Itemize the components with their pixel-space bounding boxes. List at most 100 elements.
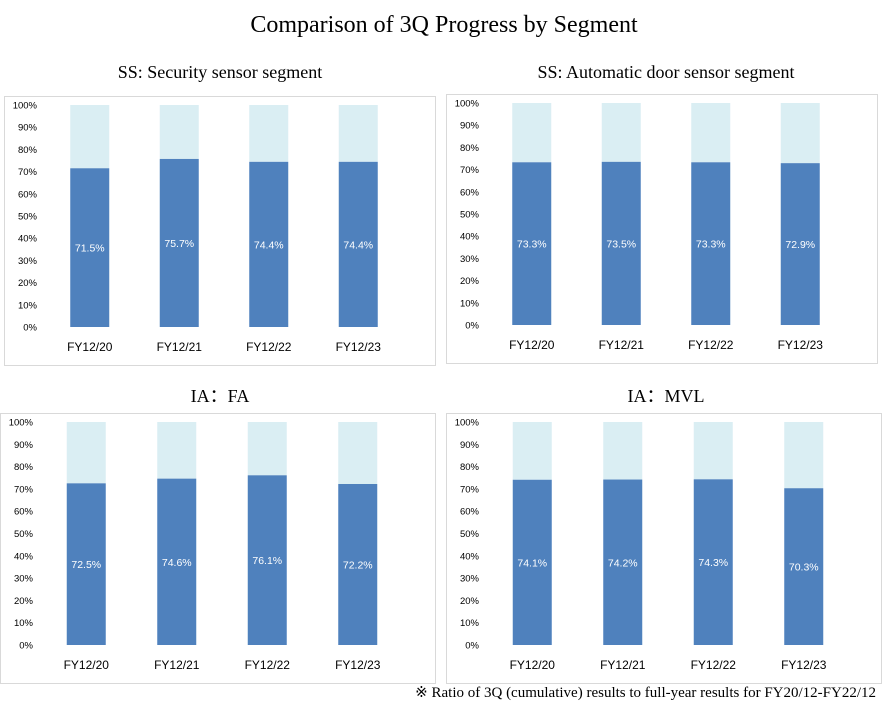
bar-remainder xyxy=(157,422,197,479)
data-label: 72.9% xyxy=(785,239,815,251)
y-tick-label: 50% xyxy=(460,210,480,221)
x-tick-label: FY12/21 xyxy=(599,338,645,352)
chart-svg: 0% 10% 20% 30% 40% 50% 60% 70% 80% 90% 100% 73.3% FY… xyxy=(455,99,824,353)
bar xyxy=(338,161,378,327)
y-tick-label: 60% xyxy=(18,189,38,200)
chart-panel-ia-fa: IA：FA 0% 10% 20% 30% 40% 50% 60% 70% 80% 90% 100% 7… xyxy=(0,376,440,686)
bar xyxy=(159,158,199,327)
y-tick-label: 20% xyxy=(460,596,480,607)
data-label: 74.6% xyxy=(162,557,192,569)
chart-svg: 0% 10% 20% 30% 40% 50% 60% 70% 80% 90% 100% 72.5% FY… xyxy=(9,418,381,673)
y-tick-label: 40% xyxy=(18,234,38,245)
bar-remainder xyxy=(70,105,110,169)
y-tick-label: 80% xyxy=(460,143,480,154)
y-tick-label: 80% xyxy=(14,462,34,473)
y-tick-label: 90% xyxy=(14,440,34,451)
y-tick-label: 90% xyxy=(460,440,480,451)
y-tick-label: 50% xyxy=(14,529,34,540)
x-tick-label: FY12/23 xyxy=(778,338,824,352)
x-tick-label: FY12/20 xyxy=(64,658,110,672)
bar xyxy=(66,483,106,645)
bar xyxy=(784,488,824,645)
bar xyxy=(780,163,820,325)
bar-remainder xyxy=(338,422,378,484)
y-tick-label: 30% xyxy=(14,574,34,585)
y-tick-label: 40% xyxy=(460,232,480,243)
y-tick-label: 10% xyxy=(18,300,38,311)
bar xyxy=(691,162,731,325)
data-label: 76.1% xyxy=(252,555,282,567)
x-tick-label: FY12/21 xyxy=(600,658,646,672)
y-tick-label: 100% xyxy=(455,99,480,110)
y-tick-label: 10% xyxy=(460,298,480,309)
bar-remainder xyxy=(159,105,199,159)
x-tick-label: FY12/20 xyxy=(67,340,113,354)
bar xyxy=(247,475,287,645)
bar-remainder xyxy=(693,422,733,480)
data-label: 73.5% xyxy=(606,238,636,250)
bar-remainder xyxy=(603,422,643,480)
y-tick-label: 70% xyxy=(14,484,34,495)
y-tick-label: 0% xyxy=(23,323,37,334)
footnote: ※ Ratio of 3Q (cumulative) results to fu… xyxy=(415,685,876,701)
bar xyxy=(157,478,197,645)
x-tick-label: FY12/22 xyxy=(246,340,292,354)
chart-panel-ia-mvl: IA：MVL 0% 10% 20% 30% 40% 50% 60% 70% 80% 90% 100%… xyxy=(446,376,886,686)
y-tick-label: 0% xyxy=(19,641,33,652)
chart-title: SS: Automatic door sensor segment xyxy=(537,62,795,82)
bar-remainder xyxy=(338,105,378,162)
page-title: Comparison of 3Q Progress by Segment xyxy=(250,12,638,38)
bar xyxy=(603,479,643,645)
x-tick-label: FY12/20 xyxy=(510,658,556,672)
y-tick-label: 50% xyxy=(18,212,38,223)
x-tick-label: FY12/22 xyxy=(688,338,734,352)
chart-title: IA：MVL xyxy=(627,386,705,406)
chart-title: SS: Security sensor segment xyxy=(117,62,323,82)
bar xyxy=(601,161,641,325)
y-tick-label: 30% xyxy=(18,256,38,267)
x-tick-label: FY12/23 xyxy=(336,340,382,354)
y-tick-label: 30% xyxy=(460,254,480,265)
y-tick-label: 10% xyxy=(460,618,480,629)
x-tick-label: FY12/22 xyxy=(691,658,737,672)
y-tick-label: 0% xyxy=(465,321,479,332)
data-label: 72.2% xyxy=(343,559,373,571)
y-tick-label: 70% xyxy=(18,167,38,178)
bar-remainder xyxy=(784,422,824,489)
y-tick-label: 40% xyxy=(14,551,34,562)
data-label: 74.1% xyxy=(517,557,547,569)
data-label: 72.5% xyxy=(71,559,101,571)
bar-remainder xyxy=(691,103,731,163)
y-tick-label: 60% xyxy=(460,187,480,198)
x-tick-label: FY12/21 xyxy=(154,658,200,672)
data-label: 74.2% xyxy=(608,557,638,569)
bar-remainder xyxy=(247,422,287,476)
y-tick-label: 30% xyxy=(460,574,480,585)
y-tick-label: 90% xyxy=(18,123,38,134)
y-tick-label: 100% xyxy=(9,418,34,429)
x-tick-label: FY12/22 xyxy=(245,658,291,672)
bar-remainder xyxy=(66,422,106,484)
y-tick-label: 100% xyxy=(455,418,480,429)
y-tick-label: 20% xyxy=(14,596,34,607)
chart-svg: 0% 10% 20% 30% 40% 50% 60% 70% 80% 90% 100% 71.5% FY… xyxy=(13,101,382,355)
y-tick-label: 50% xyxy=(460,529,480,540)
data-label: 74.4% xyxy=(343,239,373,251)
bar xyxy=(512,479,552,645)
y-tick-label: 60% xyxy=(460,507,480,518)
bar-remainder xyxy=(512,103,552,163)
data-label: 74.4% xyxy=(254,239,284,251)
chart-panel-automatic-door-sensor: SS: Automatic door sensor segment 0% 10% 2… xyxy=(446,56,886,366)
y-tick-label: 20% xyxy=(460,276,480,287)
y-tick-label: 10% xyxy=(14,618,34,629)
bar xyxy=(338,483,378,645)
bar xyxy=(249,161,289,327)
bar xyxy=(70,168,110,327)
y-tick-label: 70% xyxy=(460,165,480,176)
x-tick-label: FY12/21 xyxy=(157,340,203,354)
x-tick-label: FY12/23 xyxy=(781,658,827,672)
y-tick-label: 60% xyxy=(14,507,34,518)
data-label: 70.3% xyxy=(789,562,819,574)
bar-remainder xyxy=(601,103,641,162)
x-tick-label: FY12/23 xyxy=(335,658,381,672)
